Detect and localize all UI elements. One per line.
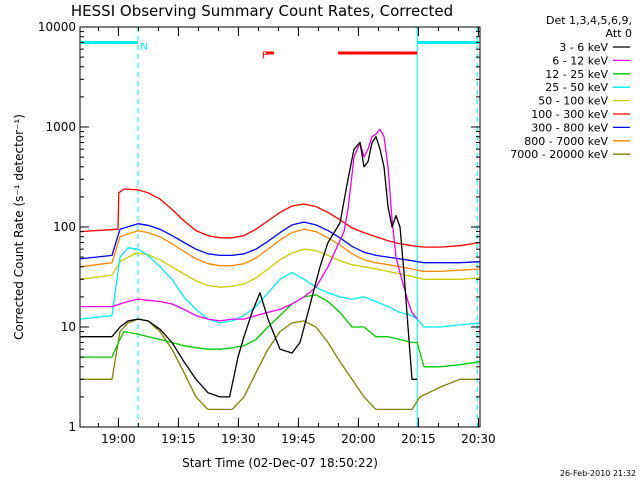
x-tick-label: 19:15	[161, 432, 196, 446]
x-axis-label: Start Time (02-Dec-07 18:50:22)	[182, 456, 378, 470]
y-axis-label: Corrected Count Rate (s⁻¹ detector⁻¹)	[12, 114, 26, 340]
plot-frame	[79, 26, 481, 428]
footer-timestamp: 26-Feb-2010 21:32	[560, 469, 636, 478]
chart-title: HESSI Observing Summary Count Rates, Cor…	[71, 2, 453, 20]
legend-header-line-1: Det 1,3,4,5,6,9,	[546, 14, 632, 27]
series-line	[79, 221, 481, 264]
x-tick-label: 20:30	[461, 432, 496, 446]
y-tick-label: 1000	[45, 120, 76, 134]
series-line	[79, 248, 481, 288]
legend-entry-label: 25 - 50 keV	[545, 81, 608, 94]
series-line	[80, 294, 481, 368]
legend-entry-label: 6 - 12 keV	[552, 54, 608, 67]
legend-entry-label: 50 - 100 keV	[538, 95, 608, 108]
series-line	[79, 247, 481, 328]
series-line	[80, 128, 418, 322]
axis-ticks: 1 10 100 1000 10000 19:00 19:15 19:30 19:45 20:00…	[38, 20, 496, 446]
series-line	[79, 228, 481, 273]
legend-entry-label: 100 - 300 keV	[531, 108, 608, 121]
y-tick-label: 1	[68, 420, 76, 434]
y-tick-label: 100	[53, 220, 76, 234]
flag-annotation: F	[262, 51, 268, 62]
legend-header-line-2: Att 0	[606, 27, 632, 40]
legend-entry-label: 12 - 25 keV	[545, 68, 608, 81]
legend-entry-label: 300 - 800 keV	[531, 121, 608, 134]
x-tick-label: 19:00	[101, 432, 136, 446]
x-tick-label: 20:15	[401, 432, 436, 446]
legend-entry-label: 3 - 6 keV	[559, 41, 608, 54]
x-tick-label: 19:30	[221, 432, 256, 446]
series-line	[80, 318, 480, 411]
series-line	[80, 136, 418, 398]
legend-entry-label: 7000 - 20000 keV	[510, 148, 608, 161]
flag-annotation: N	[140, 42, 147, 53]
y-tick-label: 10	[61, 320, 76, 334]
plot-area: NF	[79, 27, 481, 427]
legend-entry-label: 800 - 7000 keV	[524, 135, 608, 148]
x-tick-label: 20:00	[341, 432, 376, 446]
series-line	[79, 188, 481, 248]
x-tick-label: 19:45	[281, 432, 316, 446]
y-tick-label: 10000	[38, 20, 76, 34]
